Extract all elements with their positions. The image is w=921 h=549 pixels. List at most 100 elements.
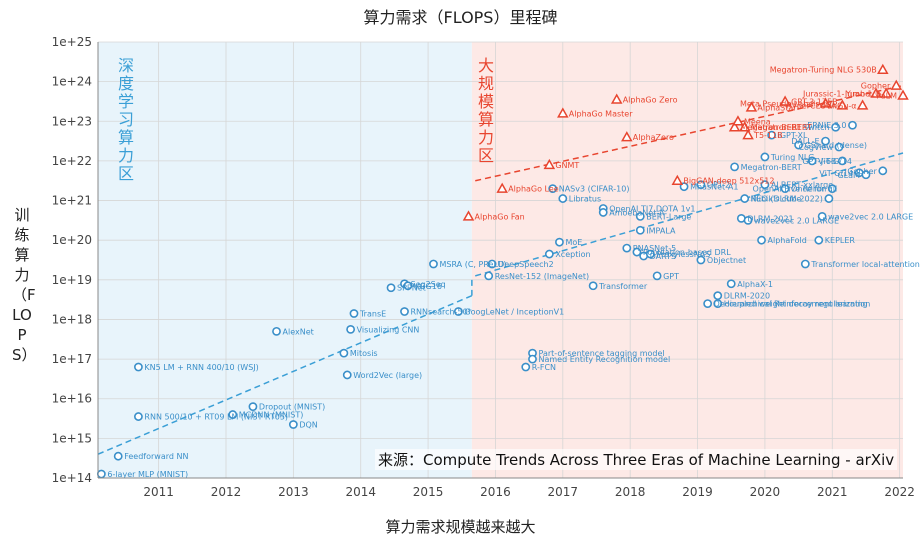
trend-line	[97, 294, 473, 455]
data-point-triangle	[880, 87, 892, 98]
data-point-label: Hierarchical Reinforcement learning	[724, 300, 868, 309]
data-point-triangle	[819, 97, 832, 108]
y-tick-label: 1e+17	[52, 352, 92, 366]
era-deep-label-char: 力	[118, 146, 134, 165]
data-point-triangle	[732, 115, 744, 126]
data-point-circle	[598, 208, 608, 217]
data-point-label: Seq2Seq	[411, 280, 446, 289]
data-point-label: Gopher	[847, 167, 877, 176]
data-point-label: Transformer	[598, 282, 648, 291]
data-point-label: NEO (DLRM-2022)	[750, 195, 822, 204]
x-tick-label: 2022	[884, 485, 915, 499]
data-point-label: Jurassic-1-Jumbo	[802, 90, 870, 99]
era-large-label-char: 力	[478, 128, 494, 147]
data-point-label: DARTS	[650, 252, 676, 261]
data-point-label: Turing NLG	[770, 153, 815, 162]
data-point-label: DQN	[299, 420, 317, 429]
data-point-triangle	[738, 121, 751, 132]
data-point-triangle	[877, 63, 889, 74]
data-point-label: TransE	[359, 310, 386, 319]
x-tick-label: 2018	[615, 485, 646, 499]
y-tick-label: 1e+16	[52, 392, 92, 406]
data-point-circle	[288, 420, 298, 429]
data-point-label: GPT-3 175B	[791, 97, 837, 106]
data-point-label: Objectnet	[707, 256, 746, 265]
data-point-label: MSRA (C, PReLU)	[439, 260, 506, 269]
data-point-circle	[134, 362, 143, 372]
data-point-label: CogView	[798, 143, 833, 152]
data-point-circle	[652, 271, 662, 281]
data-point-label: Part-of-sentence tagging model	[538, 349, 664, 358]
data-point-label: Dropout (MNIST)	[259, 403, 325, 412]
data-point-label: DLRM-2021	[747, 214, 793, 223]
data-point-circle	[824, 194, 834, 203]
data-point-label: AlphaGo Lee	[508, 185, 559, 194]
x-tick-label: 2017	[548, 485, 579, 499]
data-point-label: SPPNet	[397, 284, 426, 293]
era-deep-label-char: 区	[118, 164, 134, 183]
data-point-circle	[760, 152, 770, 162]
data-point-circle	[878, 166, 888, 176]
data-point-label: Megatron-Turing NLG 530B	[770, 66, 877, 75]
y-tick-label: 1e+22	[52, 154, 92, 168]
era-deep-label-char: 度	[118, 74, 134, 93]
data-point-circle	[703, 299, 713, 308]
era-deep-label-char: 算	[118, 128, 134, 147]
data-point-label: GNMT	[555, 161, 579, 170]
era-large-label-char: 区	[478, 146, 494, 165]
data-point-circle	[696, 180, 706, 190]
data-point-circle	[827, 184, 837, 194]
data-point-triangle	[856, 99, 869, 110]
era-large-background	[471, 42, 903, 478]
data-point-label: Meta Pseudo Labels	[740, 99, 820, 108]
data-point-label: GPT-J-6B	[802, 157, 836, 166]
data-point-circle	[134, 412, 143, 421]
data-point-circle	[800, 259, 810, 269]
data-point-circle	[726, 279, 736, 289]
data-point-label: AlphaGo Fan	[475, 212, 525, 221]
data-point-label: Meena	[744, 117, 771, 126]
x-tick-label: 2011	[143, 485, 174, 499]
data-point-circle	[453, 307, 463, 316]
data-point-circle	[548, 184, 558, 194]
data-point-label: OpenAI TI7 DOTA 1v1	[609, 204, 695, 213]
era-large-label-char: 大	[478, 56, 494, 75]
data-point-label: Feedforward NN	[124, 452, 188, 461]
data-point-circle	[821, 136, 830, 146]
data-point-triangle	[779, 95, 791, 106]
era-deep-label-char: 习	[118, 110, 134, 129]
data-point-circle	[487, 259, 497, 269]
data-point-label: BERT-Large	[646, 212, 691, 221]
data-point-label: MoE	[565, 238, 582, 247]
data-point-circle	[696, 255, 706, 265]
data-point-circle	[740, 194, 750, 203]
data-point-label: PaLM	[876, 92, 897, 101]
data-point-label: Transformer local-attention (NesT-B)	[810, 260, 921, 269]
x-axis-label: 算力需求规模越来越大	[385, 518, 536, 536]
data-point-triangle	[897, 89, 909, 100]
data-point-label: AlphaX-1	[737, 280, 773, 289]
data-point-circle	[400, 307, 409, 316]
era-large-label-char: 模	[478, 92, 494, 111]
data-point-circle	[346, 324, 356, 334]
data-point-label: Xception	[555, 250, 590, 259]
data-point-label: Megatron-BERT	[751, 123, 812, 132]
data-point-circle	[96, 469, 106, 479]
x-tick-label: 2016	[480, 485, 511, 499]
x-tick-label: 2020	[750, 485, 781, 499]
data-point-label: ERNIE 3.0	[807, 121, 846, 130]
x-tick-label: 2015	[413, 485, 444, 499]
data-point-circle	[349, 309, 359, 318]
data-point-circle	[861, 170, 871, 180]
data-point-label: ResNet-152 (ImageNet)	[495, 272, 589, 281]
data-point-label: BigGAN-deep 512x512	[683, 177, 774, 186]
x-tick-label: 2021	[817, 485, 848, 499]
data-point-label: PanGu-α	[823, 101, 857, 110]
data-point-triangle	[742, 129, 754, 140]
data-point-circle	[713, 291, 723, 301]
data-point-circle	[837, 156, 847, 166]
data-point-label: RNN 500/10 + RT09 LM (NIST RT05)	[144, 413, 288, 422]
